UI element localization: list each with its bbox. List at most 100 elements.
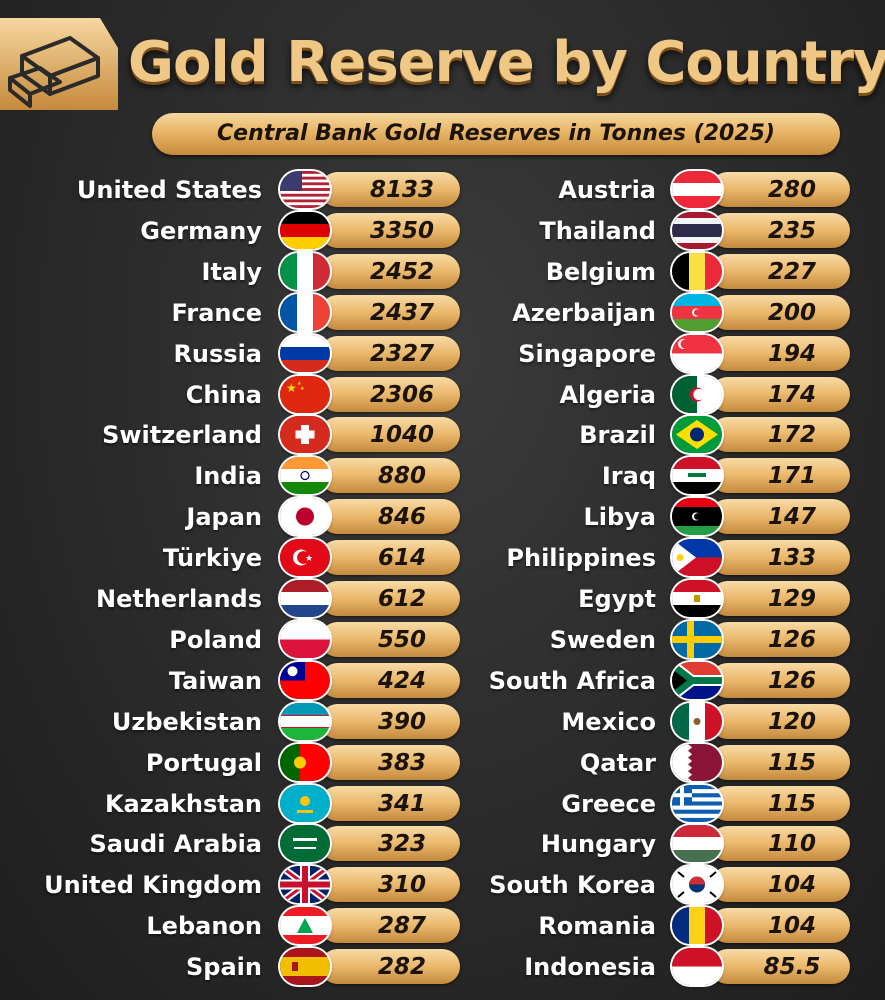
country-row-philippines: Philippines 133 (0, 538, 885, 578)
reserve-value: 171 (767, 463, 816, 490)
value-pill (710, 867, 850, 903)
value-pill (710, 458, 850, 494)
value-pill (710, 908, 850, 944)
country-row-libya: Libya 147 (0, 497, 885, 537)
country-name: China (185, 380, 262, 409)
subtitle-text: Central Bank Gold Reserves in Tonnes (20… (217, 121, 775, 146)
country-row-azerbaijan: Azerbaijan 200 (0, 293, 885, 333)
country-row-russia: Russia 2327 (0, 334, 885, 374)
country-name: France (171, 298, 262, 327)
flag-greece-icon (672, 784, 722, 822)
reserve-value: 383 (377, 749, 426, 776)
country-name: Lebanon (146, 912, 262, 941)
reserve-value: 341 (377, 790, 426, 817)
value-pill (710, 294, 850, 330)
country-row-mexico: Mexico 120 (0, 702, 885, 742)
country-row-austria: Austria 280 (0, 170, 885, 210)
country-name: South Korea (489, 871, 656, 900)
value-pill (710, 499, 850, 535)
reserve-value: 120 (767, 708, 816, 735)
flag-austria-icon (672, 171, 722, 208)
reserve-value: 2437 (369, 299, 434, 326)
reserve-value: 126 (767, 626, 816, 653)
country-name: Kazakhstan (104, 789, 262, 818)
value-pill (710, 253, 850, 289)
value-pill (320, 417, 460, 453)
country-row-kazakhstan: Kazakhstan 341 (0, 784, 885, 824)
reserve-value: 8133 (369, 177, 434, 203)
flag-turkiye-icon: ★ (280, 539, 330, 577)
flag-japan-icon (280, 498, 330, 536)
flag-poland-icon (280, 620, 330, 658)
country-row-saudi-arabia: Saudi Arabia 323 (0, 824, 885, 864)
value-pill (320, 785, 460, 821)
country-name: Egypt (578, 585, 656, 613)
reserve-value: 1040 (369, 422, 434, 449)
country-row-united-kingdom: United Kingdom 310 (0, 865, 885, 905)
flag-iraq-icon (672, 457, 722, 495)
value-pill (320, 253, 460, 289)
country-name: Austria (558, 176, 656, 204)
country-name: Sweden (549, 625, 656, 654)
country-row-netherlands: Netherlands 612 (0, 579, 885, 619)
flag-netherlands-icon (280, 580, 330, 617)
flag-indonesia-icon (672, 948, 722, 986)
country-name: United Kingdom (44, 871, 262, 900)
country-row-india: India 880 (0, 456, 885, 496)
country-name: Switzerland (102, 421, 262, 450)
flag-france-icon (280, 293, 330, 331)
country-row-south-africa: South Africa 126 (0, 661, 885, 701)
flag-south-korea-icon (672, 866, 722, 904)
value-pill (710, 826, 850, 862)
flag-thailand-icon (672, 211, 722, 249)
value-pill (710, 662, 850, 698)
flag-egypt-icon (672, 580, 722, 617)
flag-romania-icon (672, 907, 722, 945)
country-name: Netherlands (95, 585, 262, 613)
flag-usa-icon (280, 171, 330, 208)
value-pill (320, 294, 460, 330)
country-row-iraq: Iraq 171 (0, 456, 885, 496)
country-name: Hungary (540, 830, 656, 859)
reserve-value: 3350 (369, 217, 434, 244)
country-name: South Africa (488, 666, 656, 695)
flag-libya-icon (672, 498, 722, 536)
reserve-value: 2452 (369, 258, 434, 285)
country-name: Brazil (579, 421, 656, 450)
reserve-value: 846 (377, 504, 426, 531)
value-pill (320, 212, 460, 248)
reserve-value: 880 (377, 463, 426, 490)
svg-text:★: ★ (297, 381, 302, 387)
reserve-value: 235 (767, 217, 816, 244)
flag-south-africa-icon (672, 661, 722, 699)
value-pill (320, 335, 460, 371)
country-row-sweden: Sweden 126 (0, 620, 885, 660)
country-name: Greece (561, 789, 656, 818)
value-pill (320, 703, 460, 739)
country-row-spain: Spain 282 (0, 947, 885, 987)
value-pill (320, 908, 460, 944)
country-row-brazil: Brazil 172 (0, 415, 885, 455)
country-name: Algeria (559, 380, 656, 409)
reserve-value: 550 (377, 626, 426, 653)
reserve-value: 147 (767, 504, 816, 531)
country-row-romania: Romania 104 (0, 906, 885, 946)
flag-algeria-icon (672, 375, 722, 413)
country-row-lebanon: Lebanon 287 (0, 906, 885, 946)
country-row-south-korea: South Korea 104 (0, 865, 885, 905)
flag-brazil-icon (672, 416, 722, 454)
reserve-value: 133 (767, 545, 816, 572)
country-name: Uzbekistan (111, 707, 262, 736)
flag-germany-icon (280, 211, 330, 249)
svg-text:★: ★ (305, 554, 313, 564)
reserve-value: 280 (767, 177, 816, 203)
country-row-portugal: Portugal 383 (0, 743, 885, 783)
flag-azerbaijan-icon (672, 293, 722, 331)
country-name: Azerbaijan (512, 298, 656, 327)
country-row-united-states: United States 8133 (0, 170, 885, 210)
value-pill (710, 949, 850, 985)
country-row-germany: Germany 3350 (0, 211, 885, 251)
country-name: Türkiye (162, 544, 262, 573)
value-pill (320, 172, 460, 207)
country-row-belgium: Belgium 227 (0, 252, 885, 292)
